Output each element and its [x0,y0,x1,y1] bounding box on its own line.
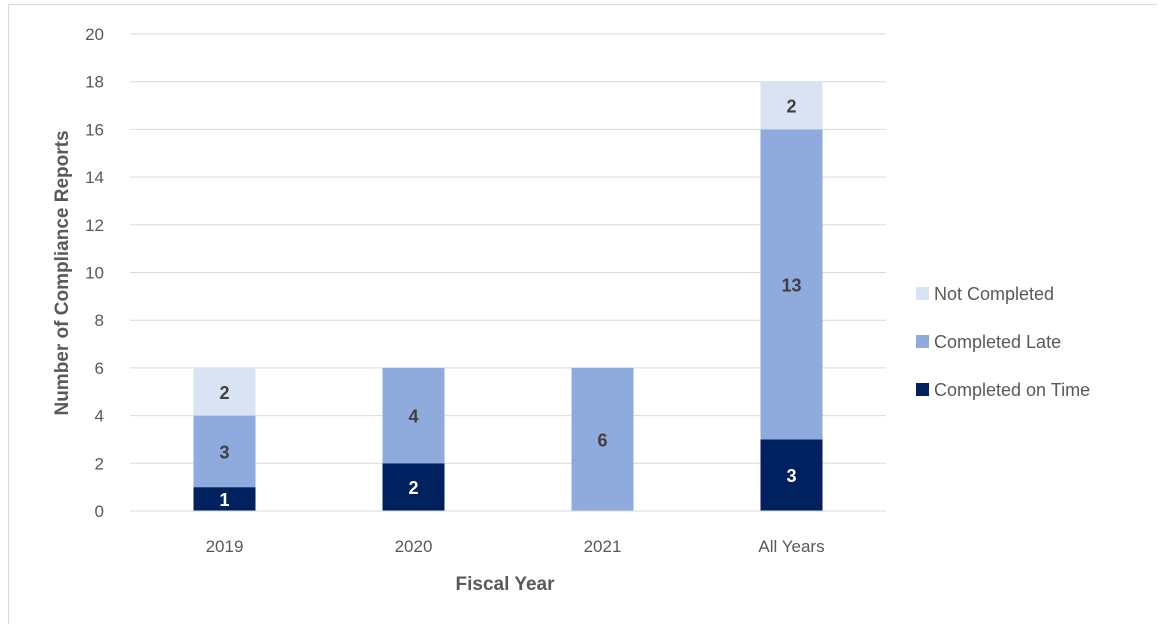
y-tick-label: 0 [95,502,104,521]
legend-entry: Completed on Time [934,380,1090,400]
bar-segment [193,487,256,511]
data-label: 2 [786,97,796,117]
y-tick-label: 8 [95,311,104,330]
y-tick-label: 2 [95,454,104,473]
chart-frame [8,4,1157,624]
bars [193,81,823,511]
bar-segment [760,129,823,440]
legend-swatch [916,335,929,348]
y-tick-label: 16 [85,120,104,139]
legend-swatch [916,287,929,300]
data-label: 1 [219,490,229,510]
y-tick-label: 6 [95,359,104,378]
x-tick-label: All Years [758,537,824,556]
bar-segment [760,439,823,511]
legend-swatch [916,383,929,396]
y-tick-label: 18 [85,73,104,92]
data-label: 3 [219,442,229,462]
data-label: 2 [408,478,418,498]
y-axis-ticks: 0 2 4 6 8 10 12 14 16 18 20 [85,25,104,521]
y-tick-label: 4 [95,407,104,426]
data-label: 6 [597,430,607,450]
legend-entry: Not Completed [934,284,1054,304]
bar-segment [382,463,445,511]
x-tick-label: 2019 [206,537,244,556]
y-tick-label: 14 [85,168,104,187]
bar-segment [760,81,823,130]
bar-segment [382,367,445,464]
x-axis-title: Fiscal Year [456,574,556,595]
data-label: 2 [219,383,229,403]
y-tick-label: 12 [85,216,104,235]
legend-entry: Completed Late [934,332,1061,352]
x-axis-ticks: 2019 2020 2021 All Years [206,537,825,556]
bar-segment [193,367,256,416]
legend: Not Completed Completed Late Completed on … [916,284,1090,400]
x-tick-label: 2021 [584,537,622,556]
y-axis-title: Number of Compliance Reports [52,130,73,415]
x-tick-label: 2020 [395,537,433,556]
bar-segment [571,367,634,511]
y-tick-label: 10 [85,264,104,283]
y-tick-label: 20 [85,25,104,44]
gridlines [130,33,886,464]
data-label: 3 [786,466,796,486]
data-label: 13 [781,275,801,295]
bar-segment [193,415,256,488]
data-label: 4 [408,407,418,427]
